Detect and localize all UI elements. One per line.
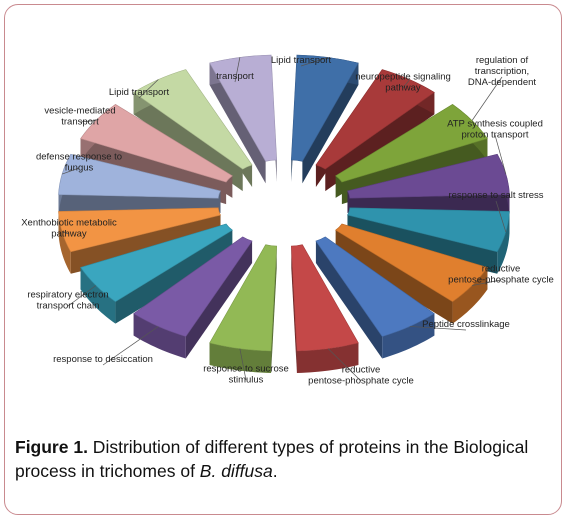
caption-text: Distribution of different types of prote… — [15, 437, 529, 481]
slice-label: defense response to fungus — [36, 152, 122, 174]
slice-label: regulation of transcription, DNA-dependent — [468, 55, 536, 88]
slice-label: response to salt stress — [448, 190, 543, 201]
figure-caption: Figure 1. Distribution of different type… — [15, 435, 551, 483]
pie-chart: Lipid transport neuropeptide signaling pat… — [21, 54, 554, 387]
slice-radial-side — [302, 63, 359, 184]
pie-slice — [290, 54, 359, 162]
pie-slice — [209, 244, 278, 352]
label-leader-line — [495, 200, 507, 233]
pie-slice — [315, 69, 435, 170]
pie-slice — [335, 103, 488, 183]
slice-radial-side — [115, 230, 233, 324]
slice-label: Peptide crosslinkage — [422, 319, 510, 330]
label-leader-line — [239, 348, 247, 381]
slice-label: ATP synthesis coupled proton transport — [447, 119, 543, 141]
label-leader-line — [234, 57, 241, 83]
caption-end: . — [272, 461, 278, 481]
slice-label: reductive pentose-phosphate cycle — [448, 264, 554, 286]
slice-radial-side — [315, 240, 383, 359]
label-leader-line — [102, 326, 159, 366]
pie-slice — [58, 207, 221, 253]
label-leader-line — [67, 285, 97, 307]
slice-side — [452, 267, 488, 324]
label-leader-line — [79, 120, 96, 123]
pie-slice — [80, 103, 233, 183]
slice-label: response to sucrose stimulus — [203, 364, 289, 386]
slice-side — [58, 211, 71, 274]
label-leader-lines — [62, 57, 507, 382]
pie-slices — [58, 54, 510, 352]
pie-slice — [335, 223, 488, 303]
label-leader-line — [471, 76, 503, 121]
pie-slice — [347, 153, 510, 199]
pie-slice — [209, 54, 278, 162]
caption-species: B. diffusa — [199, 461, 273, 481]
pie-slice — [290, 244, 359, 352]
pie-slice — [133, 236, 253, 337]
slice-side — [133, 313, 186, 359]
label-leader-line — [402, 79, 410, 89]
slice-label: response to desiccation — [53, 354, 153, 365]
pie-slice — [58, 153, 221, 199]
slice-label: Xenthobiotic metabolic pathway — [21, 218, 117, 240]
slice-radial-side — [335, 230, 453, 324]
label-leader-line — [300, 57, 329, 67]
pie-slice — [80, 223, 233, 303]
label-leader-line — [494, 134, 507, 175]
label-leader-line — [138, 79, 159, 99]
label-leader-line — [472, 279, 502, 286]
pie-slice — [133, 69, 253, 170]
slice-label: reductive pentose-phosphate cycle — [308, 365, 414, 387]
pie-slice — [347, 207, 510, 253]
figure-panel: Lipid transport neuropeptide signaling pat… — [4, 4, 562, 515]
slice-labels: Lipid transport neuropeptide signaling pat… — [21, 55, 554, 387]
slice-label: neuropeptide signaling pathway — [355, 72, 451, 94]
slice-label: respiratory electron transport chain — [27, 290, 108, 312]
label-leader-line — [62, 167, 80, 175]
slice-side — [80, 267, 116, 324]
slice-label: Lipid transport — [271, 55, 332, 66]
slice-label: Lipid transport — [109, 87, 170, 98]
slice-label: transport — [216, 71, 254, 82]
label-leader-line — [62, 231, 70, 235]
slice-label: vesicle-mediated transport — [44, 106, 115, 128]
slice-side — [497, 211, 510, 274]
slice-radial-side — [209, 63, 266, 184]
caption-figure-number: Figure 1. — [15, 437, 88, 457]
slice-side — [382, 313, 435, 359]
pie-slice — [315, 236, 435, 337]
slice-radial-side — [185, 240, 253, 359]
label-leader-line — [409, 326, 467, 331]
label-leader-line — [327, 348, 362, 382]
